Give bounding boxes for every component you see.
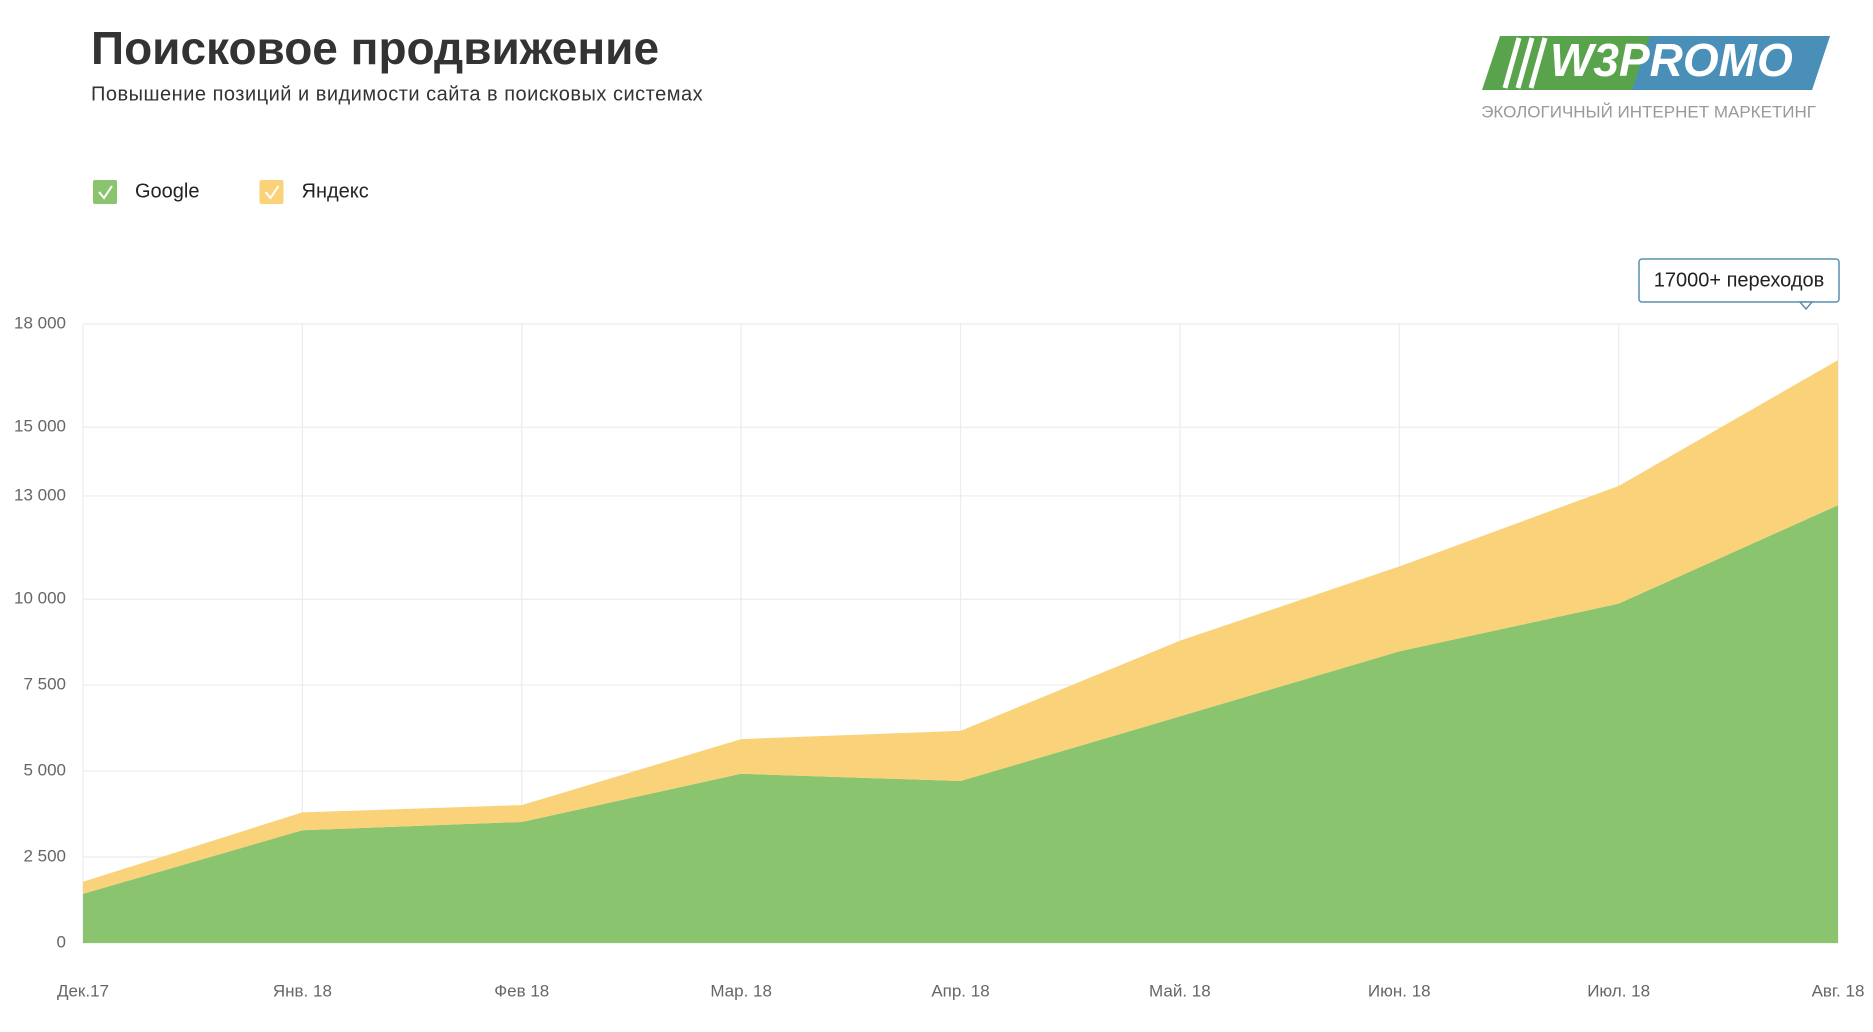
- logo-badge-accent: [1632, 36, 1830, 90]
- logo-stripes: [1502, 37, 1548, 89]
- y-tick-label: 7 500: [23, 675, 66, 694]
- y-tick-label: 5 000: [23, 761, 66, 780]
- x-tick-label: Апр. 18: [931, 981, 989, 1000]
- legend-checkbox: [93, 180, 117, 204]
- logo-name: W3PROMO: [1550, 34, 1793, 86]
- x-tick-label: Авг. 18: [1812, 981, 1865, 1000]
- x-tick-label: Янв. 18: [273, 981, 332, 1000]
- logo: W3PROMO ЭКОЛОГИЧНЫЙ ИНТЕРНЕТ МАРКЕТИНГ: [1481, 34, 1830, 121]
- area-1: [83, 360, 1838, 894]
- y-tick-label: 2 500: [23, 847, 66, 866]
- x-tick-label: Мар. 18: [710, 981, 772, 1000]
- x-tick-label: Июн. 18: [1368, 981, 1431, 1000]
- y-tick-label: 13 000: [14, 485, 66, 504]
- annotation-text: 17000+ переходов: [1654, 269, 1825, 291]
- annotation-box: [1638, 258, 1840, 303]
- logo-tagline: ЭКОЛОГИЧНЫЙ ИНТЕРНЕТ МАРКЕТИНГ: [1481, 102, 1816, 121]
- annotation-pointer: [1798, 301, 1814, 311]
- x-tick-label: Фев 18: [494, 981, 549, 1000]
- annotation: 17000+ переходов: [1638, 258, 1840, 311]
- legend-check: [98, 185, 113, 200]
- y-tick-label: 0: [57, 932, 66, 951]
- x-tick-label: Июл. 18: [1587, 981, 1650, 1000]
- legend: Google Яндекс: [93, 180, 369, 204]
- chart-title: Поисковое продвижение: [91, 22, 659, 74]
- y-tick-label: 10 000: [14, 589, 66, 608]
- legend-item[interactable]: Google: [93, 180, 200, 204]
- legend-label: Яндекс: [302, 180, 369, 202]
- x-tick-label: Май. 18: [1149, 981, 1211, 1000]
- chart-subtitle: Повышение позиций и видимости сайта в по…: [91, 83, 703, 105]
- legend-checkbox: [259, 180, 284, 204]
- y-tick-label: 18 000: [14, 313, 66, 332]
- legend-check: [264, 185, 280, 200]
- area-0: [83, 505, 1838, 943]
- x-tick-label: Дек.17: [57, 981, 109, 1000]
- plot: 0 2 500 5 000 7 500 10 000 13 000 15 000 18 000…: [14, 313, 1864, 1000]
- y-tick-label: 15 000: [14, 417, 66, 436]
- legend-label: Google: [135, 180, 200, 202]
- legend-item[interactable]: Яндекс: [259, 180, 369, 204]
